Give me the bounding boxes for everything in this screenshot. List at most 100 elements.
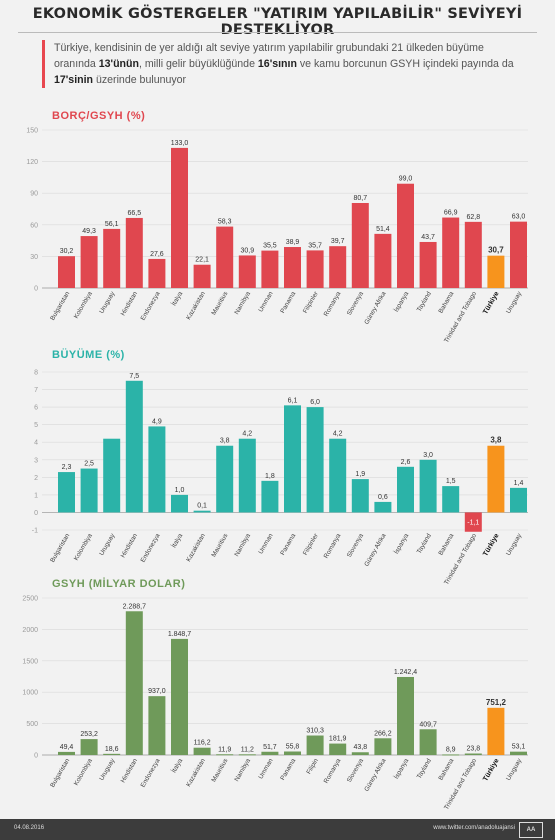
- growth-category-label: Umman: [257, 532, 274, 555]
- growth-bar: [397, 466, 414, 513]
- gdp-category-label: Tayland: [416, 757, 433, 780]
- growth-y-tick-label: 1: [34, 492, 38, 499]
- growth-bar: [442, 486, 460, 513]
- growth-bar: [216, 445, 234, 513]
- debt-bar: [125, 217, 143, 288]
- debt-bar: [464, 221, 482, 288]
- growth-y-tick-label: 7: [34, 387, 38, 394]
- growth-bar: [193, 510, 211, 513]
- debt-category-label: Uruguay: [505, 290, 524, 315]
- growth-data-label: 6,1: [288, 397, 298, 404]
- gdp-category-label: Türkiye: [482, 757, 501, 782]
- gdp-data-label: 18,6: [105, 746, 119, 753]
- growth-bar: [171, 494, 188, 513]
- growth-bar: [351, 479, 369, 513]
- growth-category-label: Namibya: [233, 532, 252, 558]
- growth-category-label: Slovenya: [346, 532, 365, 559]
- gdp-bar: [351, 752, 369, 755]
- debt-category-label: Hindistan: [120, 290, 140, 317]
- growth-bar: [238, 438, 256, 513]
- debt-category-label: Kolombiya: [73, 290, 94, 320]
- gdp-data-label: 937,0: [148, 688, 166, 695]
- growth-bar: [125, 380, 143, 513]
- debt-data-label: 30,7: [488, 246, 504, 255]
- gdp-category-label: Slovenya: [346, 757, 365, 784]
- growth-bar: [103, 438, 121, 513]
- debt-category-label: Tayland: [416, 290, 433, 313]
- debt-bar: [284, 247, 301, 288]
- growth-category-label: Uruguay: [505, 532, 524, 557]
- gdp-bar: [329, 743, 347, 755]
- debt-data-label: 30,9: [240, 247, 254, 254]
- intro-text: Türkiye, kendisinin de yer aldığı alt se…: [42, 40, 524, 88]
- gdp-category-label: Hindistan: [120, 757, 140, 784]
- debt-bar: [329, 246, 347, 288]
- gdp-category-label: Güney Afrika: [363, 757, 388, 793]
- growth-data-label: 2,3: [62, 464, 72, 471]
- debt-data-label: 63,0: [512, 214, 526, 221]
- gdp-category-label: İspanya: [391, 756, 410, 780]
- growth-bar: [487, 445, 505, 513]
- debt-bar: [171, 147, 188, 288]
- gdp-y-tick-label: 2500: [22, 596, 38, 603]
- growth-y-tick-label: 4: [34, 440, 38, 447]
- gdp-data-label: 11,9: [218, 746, 231, 753]
- growth-bar: [419, 459, 437, 513]
- debt-bar: [442, 217, 460, 288]
- intro-line-2b: 13'ünün: [98, 58, 139, 70]
- growth-data-label: 3,0: [423, 452, 433, 459]
- debt-category-label: Namibya: [233, 290, 252, 316]
- debt-bar: [148, 258, 166, 288]
- debt-category-label: Uruguay: [98, 290, 117, 315]
- gdp-data-label: 751,2: [486, 698, 507, 707]
- growth-data-label: 1,4: [514, 480, 524, 487]
- debt-category-label: Umman: [257, 290, 274, 313]
- debt-y-tick-label: 30: [30, 254, 38, 261]
- gdp-bar: [171, 638, 188, 755]
- debt-data-label: 39,7: [331, 238, 345, 245]
- gdp-data-label: 1.242,4: [394, 669, 417, 676]
- growth-data-label: 2,5: [84, 461, 94, 468]
- gdp-bar: [487, 707, 505, 755]
- footer-site-link[interactable]: www.twitter.com/anadoluajansi: [433, 825, 515, 831]
- gdp-category-label: Kolombiya: [73, 757, 94, 787]
- growth-data-label: 4,2: [242, 431, 252, 438]
- gdp-bar: [193, 747, 211, 755]
- debt-y-tick-label: 90: [30, 191, 38, 198]
- gdp-bar: [464, 753, 482, 755]
- debt-category-label: Bahama: [437, 290, 455, 314]
- intro-line-3a: 17'sinin: [54, 74, 94, 86]
- intro-line-2a: oranında: [54, 58, 99, 70]
- growth-data-label: 3,8: [490, 436, 502, 445]
- intro-line-2d: 16'sının: [257, 58, 297, 70]
- debt-y-tick-label: 0: [34, 286, 38, 293]
- growth-category-label: Güney Afrika: [363, 532, 388, 568]
- title-divider: [18, 32, 537, 33]
- debt-y-tick-label: 120: [26, 159, 38, 166]
- growth-y-tick-label: 8: [34, 370, 38, 377]
- growth-category-label: Türkiye: [482, 532, 501, 557]
- gdp-bar: [397, 676, 414, 755]
- gdp-data-label: 8,9: [446, 746, 456, 753]
- growth-category-label: Panama: [279, 532, 297, 556]
- growth-data-label: -1,1: [467, 520, 479, 527]
- debt-category-label: İtalya: [169, 289, 185, 307]
- growth-bar: [284, 405, 301, 513]
- debt-data-label: 27,6: [150, 251, 164, 258]
- growth-data-label: 1,5: [446, 478, 456, 485]
- gdp-data-label: 51,7: [263, 744, 277, 751]
- gdp-category-label: Bahama: [437, 757, 455, 781]
- gdp-y-tick-label: 0: [34, 753, 38, 760]
- debt-bar: [216, 226, 234, 288]
- growth-category-label: İtalya: [169, 531, 185, 549]
- gdp-y-tick-label: 1500: [22, 658, 38, 665]
- growth-category-label: Kazakistan: [185, 532, 207, 563]
- debt-data-label: 43,7: [421, 234, 435, 241]
- debt-data-label: 56,1: [105, 221, 119, 228]
- debt-category-label: Kazakistan: [185, 290, 207, 321]
- page-title: EKONOMİK GÖSTERGELER "YATIRIM YAPILABİLİ…: [32, 6, 523, 38]
- gdp-bar: [103, 753, 121, 755]
- gdp-data-label: 181,9: [329, 736, 347, 743]
- growth-data-label: 3,8: [220, 438, 230, 445]
